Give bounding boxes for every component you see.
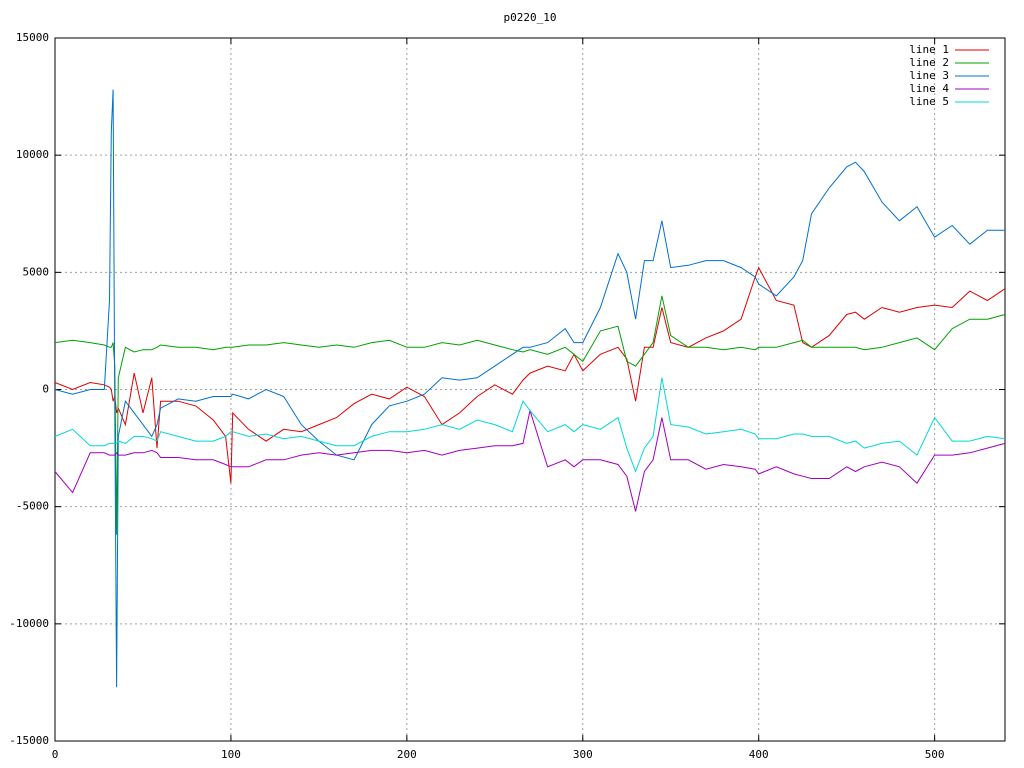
legend-label: line 2 [909,56,949,69]
x-tick-label: 100 [221,748,241,761]
y-tick-label: 0 [42,383,49,396]
chart-title: p0220_10 [504,11,557,24]
x-tick-label: 500 [925,748,945,761]
x-tick-label: 0 [52,748,59,761]
series-line [54,295,1006,535]
legend-label: line 5 [909,95,949,108]
y-tick-label: -10000 [9,617,49,630]
y-tick-label: -5000 [16,500,49,513]
series-line [54,266,1006,484]
legend-label: line 3 [909,69,949,82]
series-line [54,377,1006,473]
legend-label: line 4 [909,82,949,95]
x-tick-label: 200 [397,748,417,761]
series-line [54,89,1005,688]
y-tick-label: 5000 [23,265,50,278]
series-line [54,408,1006,512]
y-tick-label: 10000 [16,148,49,161]
x-tick-label: 400 [749,748,769,761]
y-tick-label: 15000 [16,31,49,44]
legend-label: line 1 [909,43,949,56]
x-tick-label: 300 [573,748,593,761]
y-tick-label: -15000 [9,734,49,747]
